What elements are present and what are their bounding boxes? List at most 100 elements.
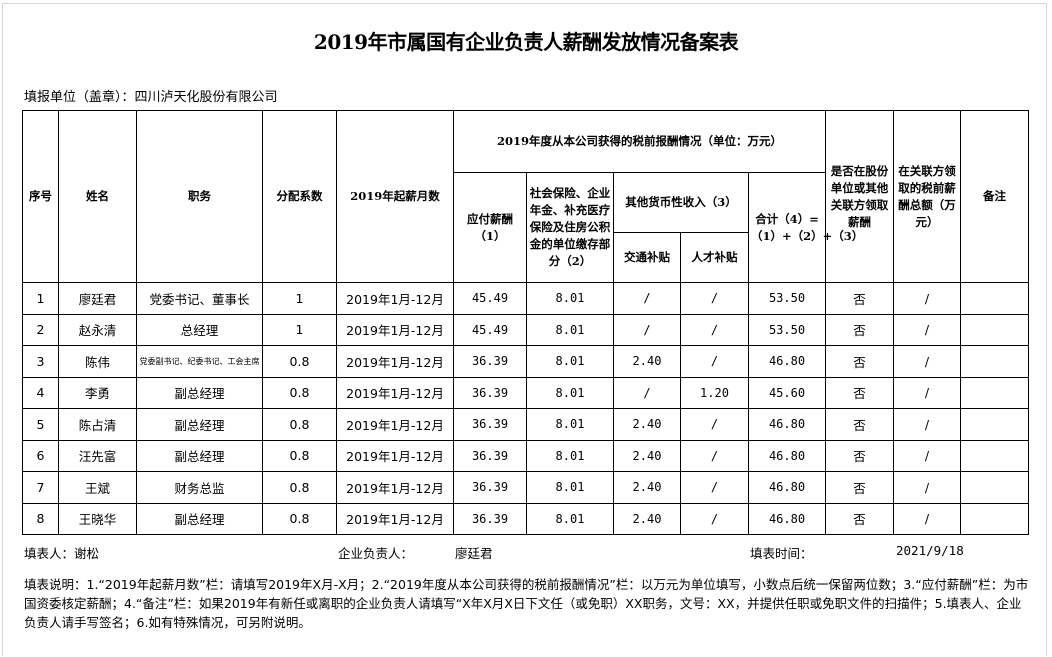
- cell-related-flag: 否: [825, 313, 895, 346]
- cell-position: 财务总监: [136, 471, 263, 504]
- cell-related-amount: /: [893, 345, 962, 378]
- cell-talent: /: [680, 313, 749, 346]
- cell-insurance: 8.01: [526, 439, 614, 472]
- table-row: 5 陈占清 副总经理 0.8 2019年1月-12月 36.39 8.01 2.40/46.8…: [22, 408, 1030, 441]
- cell-position: 副总经理: [136, 376, 263, 409]
- cell-salary: 36.39: [453, 471, 527, 504]
- cell-related-amount: /: [893, 282, 962, 315]
- cell-remark: [960, 408, 1030, 441]
- cell-position: 党委书记、董事长: [136, 282, 263, 315]
- header-months: 2019年起薪月数: [336, 110, 454, 283]
- instructions-note: 填表说明：1.“2019年起薪月数”栏：请填写2019年X月-X月；2.“201…: [24, 577, 1029, 630]
- cell-remark: [960, 376, 1030, 409]
- header-salary: 应付薪酬（1）: [453, 172, 527, 283]
- cell-transport: 2.40: [613, 471, 681, 504]
- header-transport: 交通补贴: [613, 232, 681, 283]
- filler: 填表人：谢松: [24, 546, 100, 561]
- cell-total: 45.60: [747, 376, 827, 409]
- cell-name: 王晓华: [58, 502, 137, 535]
- salary-table: 序号 姓名 职务 分配系数 2019年起薪月数 2019年度从本公司获得的税前报…: [22, 110, 1030, 535]
- cell-related-flag: 否: [825, 345, 895, 378]
- cell-salary: 36.39: [453, 376, 527, 409]
- cell-months: 2019年1月-12月: [336, 502, 454, 535]
- cell-transport: 2.40: [613, 345, 681, 378]
- cell-transport: /: [613, 313, 681, 346]
- cell-seq: 6: [22, 439, 59, 472]
- cell-related-amount: /: [893, 471, 962, 504]
- cell-total: 53.50: [747, 282, 827, 315]
- cell-transport: /: [613, 282, 681, 315]
- cell-related-flag: 否: [825, 376, 895, 409]
- header-insurance: 社会保险、企业年金、补充医疗保险及住房公积金的单位缴存部分（2）: [526, 172, 614, 283]
- header-coefficient: 分配系数: [262, 110, 337, 283]
- table-row: 4 李勇 副总经理 0.8 2019年1月-12月 36.39 8.01/1.20 45.60…: [22, 376, 1030, 409]
- cell-coefficient: 0.8: [262, 345, 337, 378]
- cell-months: 2019年1月-12月: [336, 471, 454, 504]
- table-row: 2 赵永清 总经理 1 2019年1月-12月 45.49 8.01//53.50 否 /: [22, 313, 1030, 346]
- cell-name: 陈占清: [58, 408, 137, 441]
- cell-seq: 4: [22, 376, 59, 409]
- header-remark: 备注: [960, 110, 1030, 283]
- cell-insurance: 8.01: [526, 408, 614, 441]
- cell-position: 副总经理: [136, 502, 263, 535]
- cell-coefficient: 0.8: [262, 439, 337, 472]
- cell-transport: /: [613, 376, 681, 409]
- cell-salary: 45.49: [453, 313, 527, 346]
- page-frame: [2, 3, 1047, 656]
- cell-coefficient: 0.8: [262, 376, 337, 409]
- header-talent: 人才补贴: [680, 232, 749, 283]
- page-title: 2019年市属国有企业负责人薪酬发放情况备案表: [313, 30, 739, 54]
- table-row: 8 王晓华 副总经理 0.8 2019年1月-12月 36.39 8.01 2.40/46.8…: [22, 502, 1030, 535]
- cell-salary: 36.39: [453, 345, 527, 378]
- cell-months: 2019年1月-12月: [336, 408, 454, 441]
- cell-salary: 36.39: [453, 439, 527, 472]
- header-position: 职务: [136, 110, 263, 283]
- cell-position: 副总经理: [136, 408, 263, 441]
- cell-remark: [960, 313, 1030, 346]
- cell-insurance: 8.01: [526, 376, 614, 409]
- cell-related-flag: 否: [825, 439, 895, 472]
- cell-talent: /: [680, 408, 749, 441]
- cell-remark: [960, 502, 1030, 535]
- cell-total: 46.80: [747, 471, 827, 504]
- cell-position: 总经理: [136, 313, 263, 346]
- cell-related-amount: /: [893, 313, 962, 346]
- cell-months: 2019年1月-12月: [336, 282, 454, 315]
- cell-related-flag: 否: [825, 408, 895, 441]
- cell-transport: 2.40: [613, 502, 681, 535]
- table-row: 1 廖廷君 党委书记、董事长 1 2019年1月-12月 45.49 8.01//53.50…: [22, 282, 1030, 315]
- cell-talent: /: [680, 471, 749, 504]
- table-body: 1 廖廷君 党委书记、董事长 1 2019年1月-12月 45.49 8.01//53.50…: [22, 282, 1030, 535]
- cell-months: 2019年1月-12月: [336, 313, 454, 346]
- cell-insurance: 8.01: [526, 502, 614, 535]
- table-row: 7 王斌 财务总监 0.8 2019年1月-12月 36.39 8.01 2.40/46.80…: [22, 471, 1030, 504]
- header-total: 合计（4）=（1）+（2）+（3）: [747, 172, 863, 283]
- cell-transport: 2.40: [613, 408, 681, 441]
- cell-related-amount: /: [893, 502, 962, 535]
- cell-position: 副总经理: [136, 439, 263, 472]
- cell-seq: 7: [22, 471, 59, 504]
- cell-coefficient: 0.8: [262, 502, 337, 535]
- cell-talent: /: [680, 345, 749, 378]
- cell-related-flag: 否: [825, 282, 895, 315]
- cell-total: 53.50: [747, 313, 827, 346]
- cell-seq: 1: [22, 282, 59, 315]
- cell-remark: [960, 471, 1030, 504]
- cell-months: 2019年1月-12月: [336, 439, 454, 472]
- cell-total: 46.80: [747, 502, 827, 535]
- cell-salary: 36.39: [453, 408, 527, 441]
- date-label: 填表时间：: [750, 546, 813, 561]
- cell-transport: 2.40: [613, 439, 681, 472]
- table-row: 3 陈伟 党委副书记、纪委书记、工会主席 0.8 2019年1月-12月 36.39 8.0…: [22, 345, 1030, 378]
- cell-name: 陈伟: [58, 345, 137, 378]
- cell-talent: /: [680, 502, 749, 535]
- header-related-amount: 在关联方领取的税前薪酬总额（万元）: [893, 110, 962, 283]
- fill-date: 2021/9/18: [896, 543, 964, 558]
- cell-name: 赵永清: [58, 313, 137, 346]
- cell-total: 46.80: [747, 345, 827, 378]
- cell-total: 46.80: [747, 439, 827, 472]
- cell-talent: 1.20: [680, 376, 749, 409]
- cell-remark: [960, 345, 1030, 378]
- cell-months: 2019年1月-12月: [336, 345, 454, 378]
- cell-coefficient: 1: [262, 313, 337, 346]
